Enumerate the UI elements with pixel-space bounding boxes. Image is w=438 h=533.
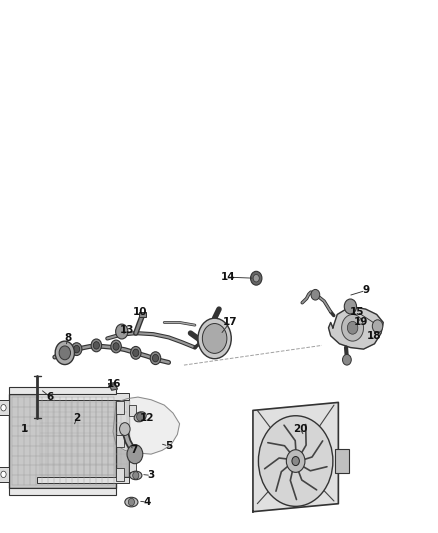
Circle shape bbox=[131, 346, 141, 359]
Circle shape bbox=[347, 321, 358, 334]
Text: 20: 20 bbox=[293, 424, 307, 434]
Circle shape bbox=[133, 472, 139, 479]
Circle shape bbox=[1, 405, 6, 411]
Text: 3: 3 bbox=[148, 471, 155, 480]
Circle shape bbox=[137, 413, 144, 421]
Text: 18: 18 bbox=[367, 331, 382, 341]
Text: 12: 12 bbox=[139, 414, 154, 423]
Circle shape bbox=[71, 343, 82, 356]
Bar bbox=[9, 394, 116, 488]
Circle shape bbox=[111, 340, 121, 353]
Text: 9: 9 bbox=[362, 286, 369, 295]
Text: 14: 14 bbox=[220, 272, 235, 282]
Text: 2: 2 bbox=[73, 414, 80, 423]
Bar bbox=[37, 477, 129, 483]
Polygon shape bbox=[253, 402, 338, 512]
Circle shape bbox=[127, 445, 143, 464]
Circle shape bbox=[202, 324, 227, 353]
Ellipse shape bbox=[134, 412, 146, 422]
Circle shape bbox=[93, 342, 99, 349]
Bar bbox=[0, 467, 9, 482]
Circle shape bbox=[91, 339, 102, 352]
Bar bbox=[116, 435, 124, 448]
Circle shape bbox=[133, 349, 139, 357]
Circle shape bbox=[150, 352, 161, 365]
Bar bbox=[129, 461, 136, 472]
Text: 13: 13 bbox=[120, 326, 134, 335]
Circle shape bbox=[344, 299, 357, 314]
Circle shape bbox=[292, 456, 300, 466]
Ellipse shape bbox=[130, 471, 142, 480]
Bar bbox=[9, 387, 116, 394]
Bar bbox=[37, 400, 129, 477]
Polygon shape bbox=[109, 383, 117, 390]
Circle shape bbox=[120, 423, 130, 435]
Bar bbox=[116, 401, 124, 414]
Text: 15: 15 bbox=[350, 307, 364, 317]
Text: 5: 5 bbox=[165, 441, 172, 451]
Circle shape bbox=[113, 343, 119, 350]
Circle shape bbox=[59, 346, 71, 360]
Text: 16: 16 bbox=[106, 379, 121, 389]
Circle shape bbox=[311, 289, 320, 300]
Circle shape bbox=[342, 314, 364, 341]
Polygon shape bbox=[328, 306, 383, 349]
Bar bbox=[335, 449, 349, 473]
Text: 8: 8 bbox=[64, 334, 71, 343]
Bar bbox=[139, 312, 146, 317]
Bar bbox=[9, 488, 116, 495]
Circle shape bbox=[198, 318, 231, 359]
Bar bbox=[116, 468, 124, 481]
Polygon shape bbox=[113, 397, 180, 454]
Text: 19: 19 bbox=[354, 318, 368, 327]
Circle shape bbox=[253, 274, 259, 282]
Circle shape bbox=[251, 271, 262, 285]
Circle shape bbox=[116, 324, 128, 339]
Circle shape bbox=[55, 341, 74, 365]
Circle shape bbox=[258, 416, 333, 506]
Circle shape bbox=[343, 354, 351, 365]
Circle shape bbox=[74, 345, 80, 353]
Circle shape bbox=[372, 320, 383, 333]
Ellipse shape bbox=[125, 497, 138, 507]
Bar bbox=[129, 405, 136, 416]
Text: 1: 1 bbox=[21, 424, 28, 434]
Text: 4: 4 bbox=[143, 497, 150, 507]
Text: 10: 10 bbox=[133, 307, 148, 317]
Circle shape bbox=[286, 450, 305, 472]
Circle shape bbox=[152, 354, 159, 362]
Text: 6: 6 bbox=[47, 392, 54, 402]
Circle shape bbox=[128, 498, 134, 506]
Text: 7: 7 bbox=[130, 446, 137, 455]
Bar bbox=[0, 400, 9, 415]
Circle shape bbox=[1, 471, 6, 478]
Text: 17: 17 bbox=[223, 318, 237, 327]
Bar bbox=[37, 393, 129, 400]
